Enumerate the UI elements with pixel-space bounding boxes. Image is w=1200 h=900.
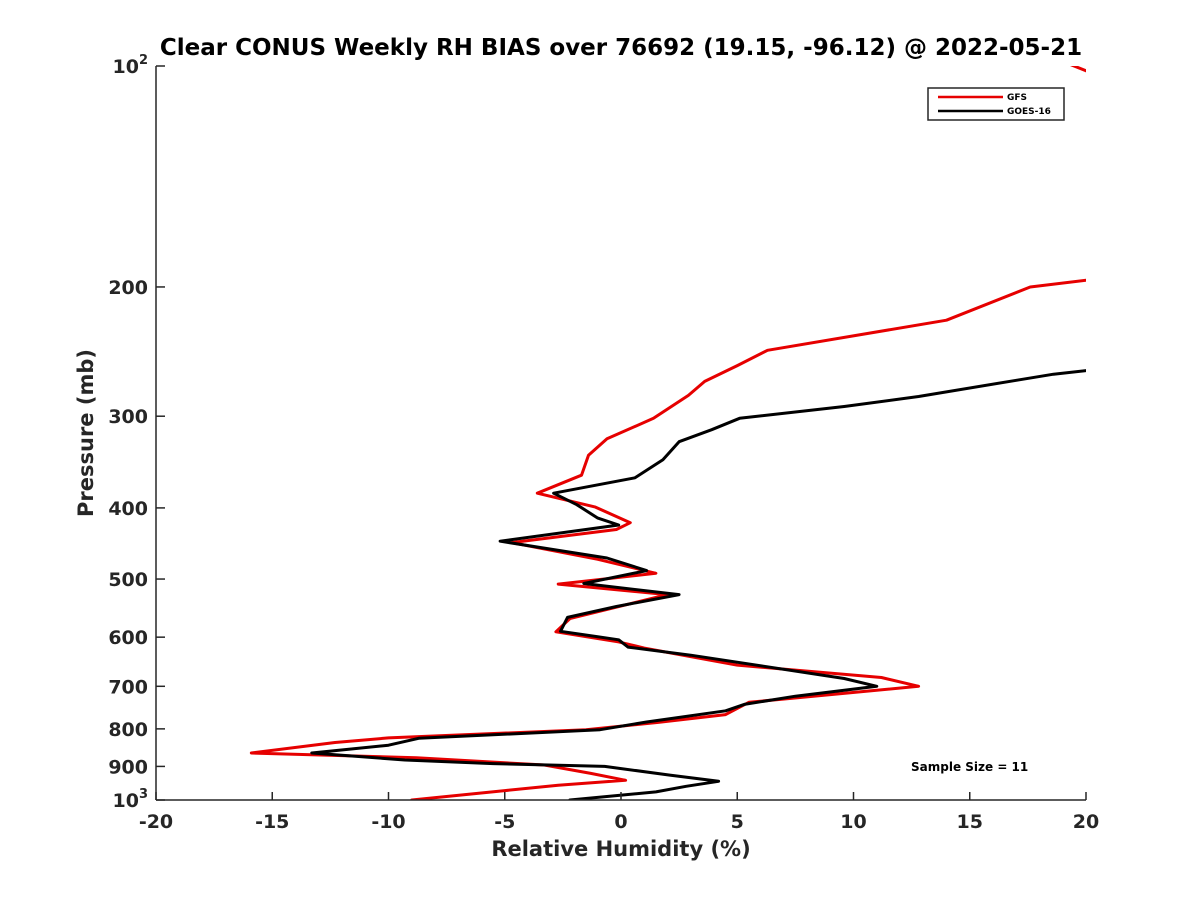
y-tick-label: 200 xyxy=(108,277,148,299)
y-axis-label: Pressure (mb) xyxy=(74,349,98,517)
x-tick-label: 20 xyxy=(1073,811,1099,833)
y-tick-label: 500 xyxy=(108,569,148,591)
y-tick-label: 102 xyxy=(113,53,149,78)
chart-title: Clear CONUS Weekly RH BIAS over 76692 (1… xyxy=(160,35,1082,61)
x-tick-label: 0 xyxy=(614,811,627,833)
y-tick-label: 800 xyxy=(108,719,148,741)
legend-box xyxy=(927,87,1065,121)
x-tick-label: -15 xyxy=(255,811,289,833)
y-tick-label: 400 xyxy=(108,498,148,520)
y-axis-ticks: 102 200 300 400 500 600 700 800 900 103 xyxy=(108,53,165,812)
y-tick-label: 300 xyxy=(108,406,148,428)
y-tick-label: 600 xyxy=(108,627,148,649)
x-tick-label: 10 xyxy=(840,811,866,833)
series-line-goes16 xyxy=(310,369,1086,800)
x-tick-label: 5 xyxy=(731,811,744,833)
y-tick-label: 103 xyxy=(113,787,149,812)
x-tick-label: -20 xyxy=(139,811,173,833)
x-tick-label: -5 xyxy=(494,811,515,833)
sample-size-annotation: Sample Size = 11 xyxy=(911,760,1028,774)
x-tick-label: -10 xyxy=(371,811,405,833)
legend-label-gfs: GFS xyxy=(1007,93,1027,103)
x-axis-label: Relative Humidity (%) xyxy=(491,837,750,861)
series-line-gfs xyxy=(249,66,1086,800)
legend-label-goes16: GOES-16 xyxy=(1007,107,1051,117)
y-tick-label: 900 xyxy=(108,756,148,778)
x-axis-ticks: -20 -15 -10 -5 0 5 10 15 20 xyxy=(139,792,1099,833)
x-tick-label: 15 xyxy=(957,811,983,833)
legend: GFS GOES-16 xyxy=(927,87,1065,121)
y-tick-label: 700 xyxy=(108,676,148,698)
series-layer xyxy=(249,66,1086,800)
